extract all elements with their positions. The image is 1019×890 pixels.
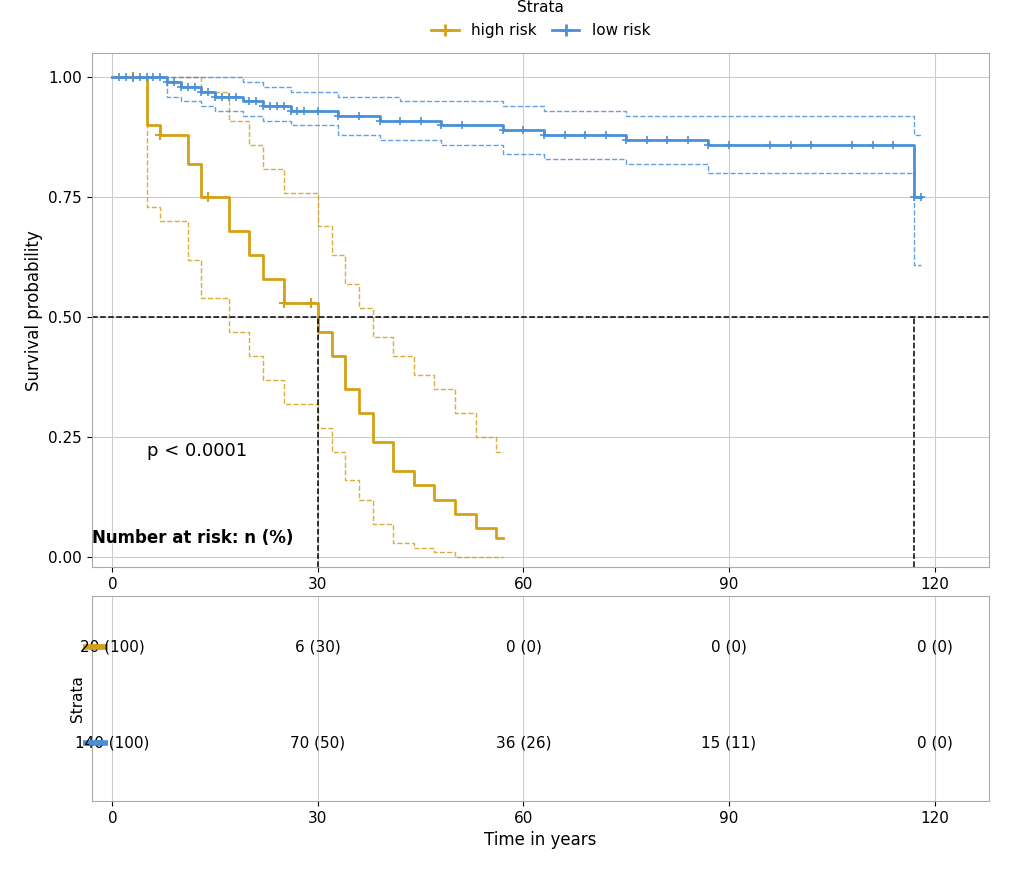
Text: 0 (0): 0 (0) [916, 735, 952, 750]
X-axis label: Time in years: Time in years [484, 831, 596, 849]
Text: 15 (11): 15 (11) [701, 735, 756, 750]
Text: 36 (26): 36 (26) [495, 735, 550, 750]
Text: 20 (100): 20 (100) [79, 639, 145, 654]
Text: 6 (30): 6 (30) [294, 639, 340, 654]
Text: p < 0.0001: p < 0.0001 [147, 442, 247, 460]
X-axis label: Time in years: Time in years [484, 597, 596, 615]
Text: 0 (0): 0 (0) [916, 639, 952, 654]
Text: Number at risk: n (%): Number at risk: n (%) [92, 530, 292, 547]
Text: 70 (50): 70 (50) [290, 735, 345, 750]
Text: 0 (0): 0 (0) [505, 639, 541, 654]
Y-axis label: Strata: Strata [69, 675, 85, 722]
Legend: high risk, low risk: high risk, low risk [425, 0, 655, 44]
Y-axis label: Survival probability: Survival probability [24, 230, 43, 391]
Text: 0 (0): 0 (0) [710, 639, 746, 654]
Text: 140 (100): 140 (100) [75, 735, 150, 750]
